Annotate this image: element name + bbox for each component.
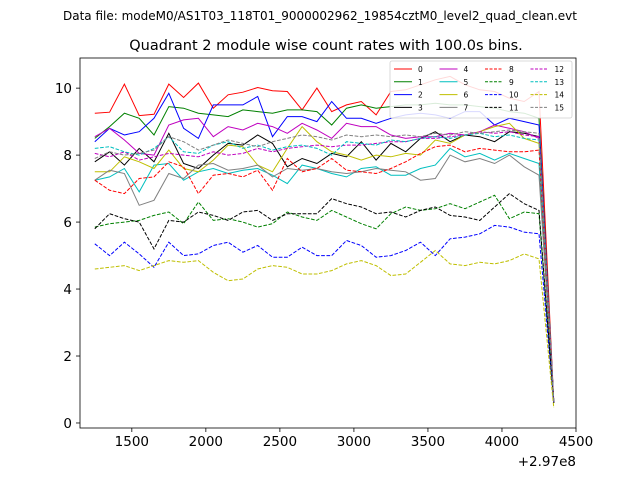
x-tick-label: 2500: [263, 434, 297, 450]
series-line-14: [94, 249, 555, 408]
legend-label-14: 14: [555, 91, 565, 100]
x-tick-label: 3000: [337, 434, 371, 450]
legend-label-6: 6: [464, 91, 469, 100]
x-offset-label: +2.97e8: [518, 454, 576, 470]
plot-frame: [79, 57, 577, 429]
plot-area: [79, 57, 577, 429]
x-axis: 1500 2000 2500 3000 3500 4000 4500: [115, 428, 593, 450]
legend-label-13: 13: [555, 78, 565, 87]
series-line-8: [94, 144, 555, 403]
legend-label-10: 10: [509, 91, 519, 100]
series-line-4: [94, 117, 555, 403]
y-axis: 0 2 4 6 8 10: [55, 81, 80, 432]
y-tick-label: 6: [63, 215, 72, 231]
x-tick-label: 4000: [485, 434, 519, 450]
series-line-12: [94, 131, 555, 403]
legend-label-7: 7: [464, 103, 469, 112]
x-tick-label: 1500: [115, 434, 149, 450]
y-tick-label: 0: [63, 416, 72, 432]
y-tick-label: 10: [55, 81, 72, 97]
series-line-2: [94, 92, 555, 403]
y-tick-label: 8: [63, 148, 72, 164]
series-line-13: [94, 132, 555, 403]
legend-label-1: 1: [418, 78, 423, 87]
series-line-3: [94, 131, 555, 403]
series-line-0: [94, 75, 555, 403]
series-line-6: [94, 122, 555, 403]
series-line-15: [94, 129, 555, 403]
legend-label-8: 8: [509, 65, 514, 74]
series-line-11: [94, 192, 555, 403]
chart-title: Quadrant 2 module wise count rates with …: [129, 38, 523, 54]
legend-label-12: 12: [555, 65, 565, 74]
y-tick-label: 2: [63, 349, 72, 365]
series-line-9: [94, 194, 555, 403]
legend-label-11: 11: [509, 103, 519, 112]
data-file-label: Data file: modeM0/AS1T03_118T01_90000029…: [63, 9, 577, 23]
x-tick-label: 3500: [411, 434, 445, 450]
legend-label-9: 9: [509, 78, 514, 87]
series-line-5: [94, 147, 555, 403]
legend-label-0: 0: [418, 65, 423, 74]
legend-label-3: 3: [418, 103, 423, 112]
x-tick-label: 2000: [189, 434, 223, 450]
series-line-10: [94, 224, 555, 403]
x-tick-label: 4500: [559, 434, 593, 450]
legend-box: [389, 60, 573, 119]
series-line-1: [94, 102, 555, 403]
y-tick-label: 4: [63, 282, 72, 298]
legend-label-4: 4: [464, 65, 469, 74]
legend-label-15: 15: [555, 103, 565, 112]
legend-label-5: 5: [464, 78, 469, 87]
series-line-7: [94, 154, 555, 403]
legend-label-2: 2: [418, 91, 423, 100]
